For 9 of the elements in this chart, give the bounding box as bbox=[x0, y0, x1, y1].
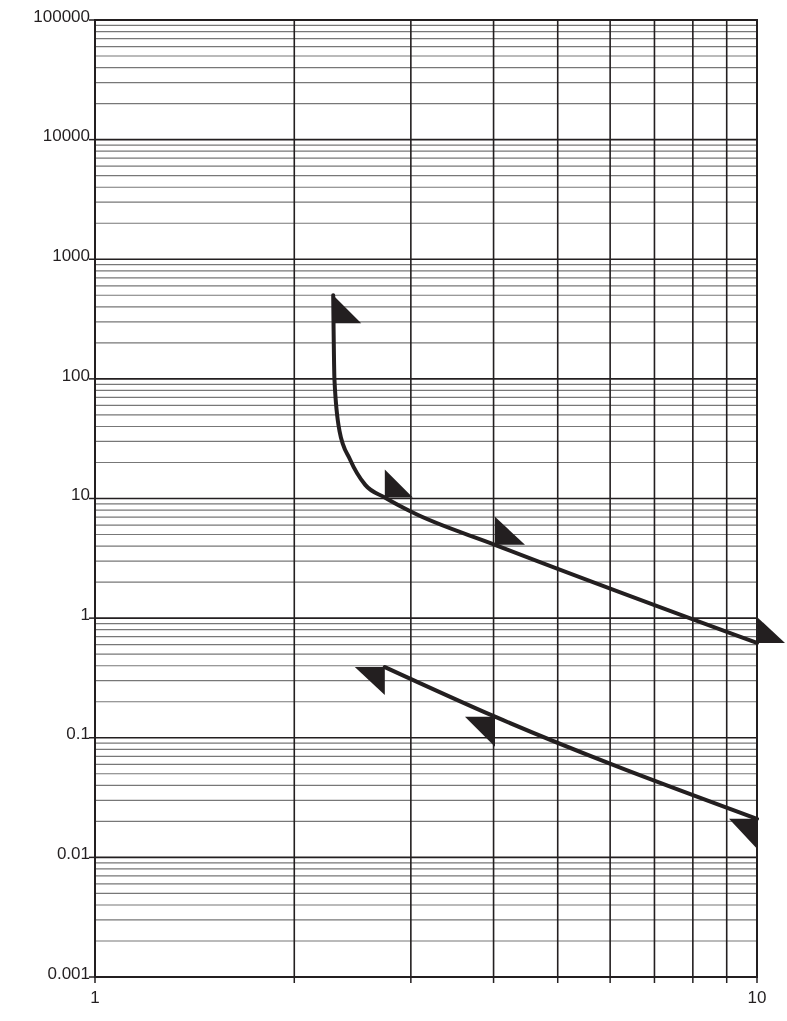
y-tick-label: 10 bbox=[71, 485, 90, 505]
y-tick-label: 1 bbox=[80, 604, 90, 624]
y-tick-label: 100 bbox=[61, 365, 90, 385]
y-tick-label: 0.1 bbox=[66, 724, 90, 744]
y-tick-label: 1000 bbox=[52, 245, 90, 265]
y-tick-label: 10000 bbox=[42, 126, 90, 146]
y-tick-label: 0.01 bbox=[56, 844, 90, 864]
y-tick-label: 0.001 bbox=[47, 963, 90, 983]
y-tick-label: 100000 bbox=[33, 6, 90, 26]
